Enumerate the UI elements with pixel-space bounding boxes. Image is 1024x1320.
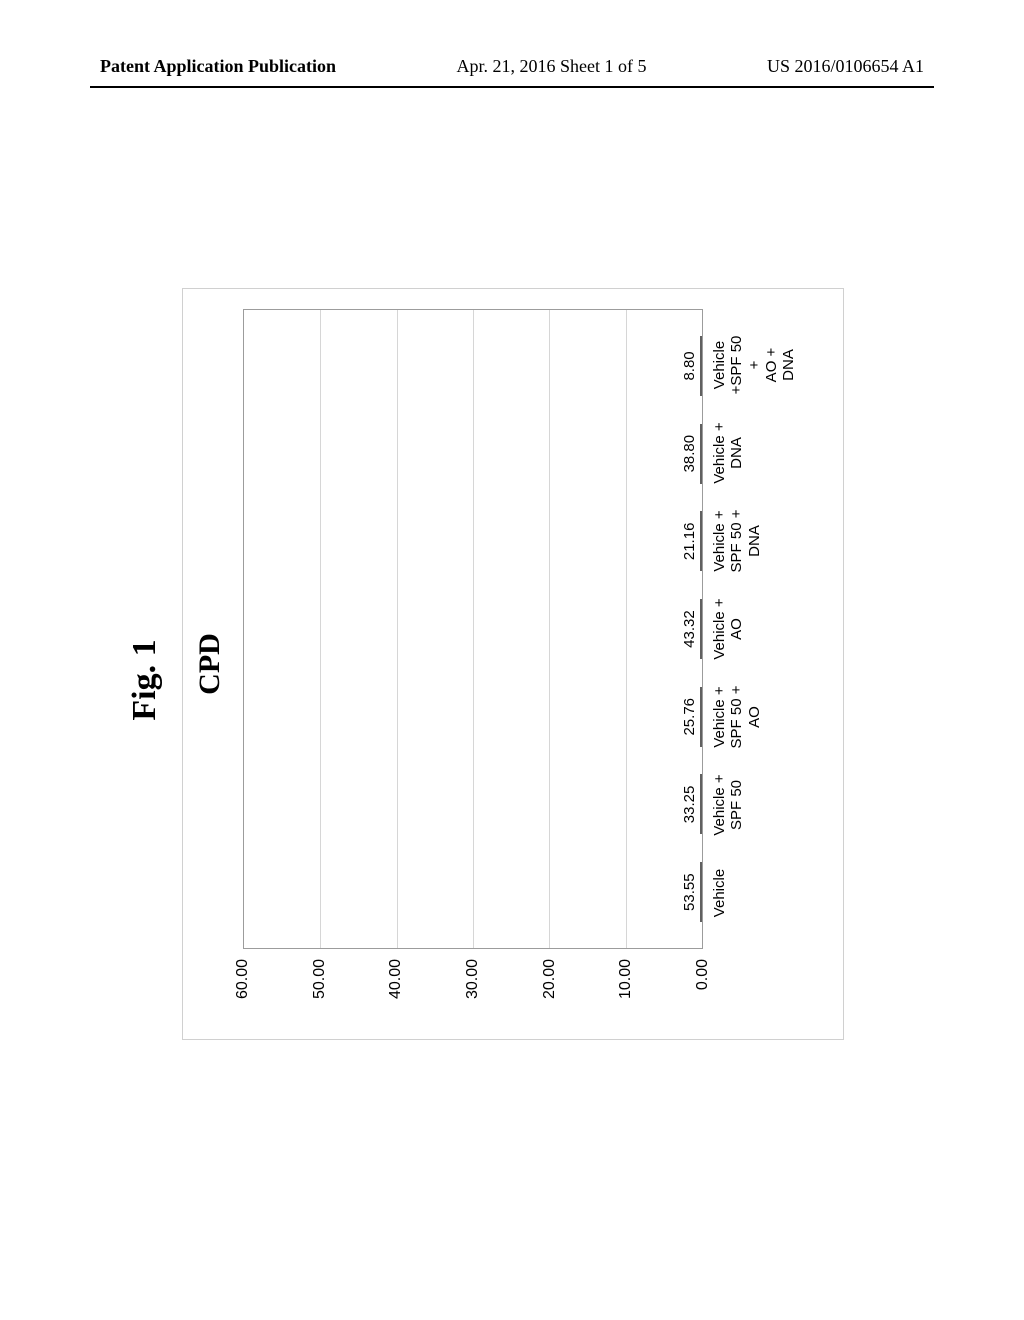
y-tick-label: 20.00 [541,959,559,999]
header-mid: Apr. 21, 2016 Sheet 1 of 5 [457,56,647,77]
y-tick-label: 40.00 [387,959,405,999]
bar-value-label: 21.16 [681,523,698,561]
grid-line [626,310,627,948]
bar-column: 33.25 [681,769,702,839]
figure-1: Fig. 1 CPD 0.0010.0020.0030.0040.0050.00… [132,220,892,1140]
bar-column: 38.80 [681,419,702,489]
bar [700,511,702,571]
bar [700,862,702,922]
x-category-label: Vehicle + SPF 50 + AO [711,682,835,752]
y-tick-label: 10.00 [617,959,635,999]
bar-value-label: 38.80 [681,435,698,473]
bar-column: 25.76 [681,682,702,752]
bar-value-label: 53.55 [681,873,698,911]
bar-value-label: 25.76 [681,698,698,736]
x-category-label: Vehicle +SPF 50 + AO + DNA [711,330,835,400]
grid-line [473,310,474,948]
plot-area: 53.55 33.25 25.76 43.32 21.16 38.80 8.80 [243,309,703,949]
x-category-label: Vehicle + DNA [711,418,835,488]
bar-column: 8.80 [681,331,702,401]
bar-value-label: 8.80 [681,351,698,380]
page: Patent Application Publication Apr. 21, … [0,0,1024,1320]
grid-line [549,310,550,948]
y-tick-label: 30.00 [464,959,482,999]
cpd-chart: CPD 0.00 10.00 20.00 30.00 40.00 50.00 60.00 5… [182,288,844,1040]
bar [700,774,702,834]
bar-value-label: 33.25 [681,786,698,824]
bar [700,599,702,659]
bar-column: 43.32 [681,594,702,664]
header-right: US 2016/0106654 A1 [767,56,924,77]
bar [700,336,702,396]
bar [700,424,702,484]
header-left: Patent Application Publication [100,56,336,77]
x-category-label: Vehicle + AO [711,594,835,664]
grid-line [397,310,398,948]
y-axis-labels: 0.0010.0020.0030.0040.0050.0060.00 [243,953,703,1039]
bar [700,687,702,747]
x-category-label: Vehicle + SPF 50 + DNA [711,506,835,576]
y-tick-label: 50.00 [311,959,329,999]
x-axis-labels: Vehicle Vehicle + SPF 50 Vehicle + SPF 50 … [711,309,835,949]
patent-header: Patent Application Publication Apr. 21, … [0,56,1024,77]
bar-column: 21.16 [681,506,702,576]
x-category-label: Vehicle + SPF 50 [711,770,835,840]
y-tick-label: 0.00 [694,959,712,990]
grid-line [320,310,321,948]
header-rule [90,86,934,88]
figure-label: Fig. 1 [126,220,164,1140]
bar-column: 53.55 [681,857,702,927]
y-tick-label: 60.00 [234,959,252,999]
bar-value-label: 43.32 [681,610,698,648]
chart-title: CPD [193,289,227,1039]
x-category-label: Vehicle [711,858,835,928]
